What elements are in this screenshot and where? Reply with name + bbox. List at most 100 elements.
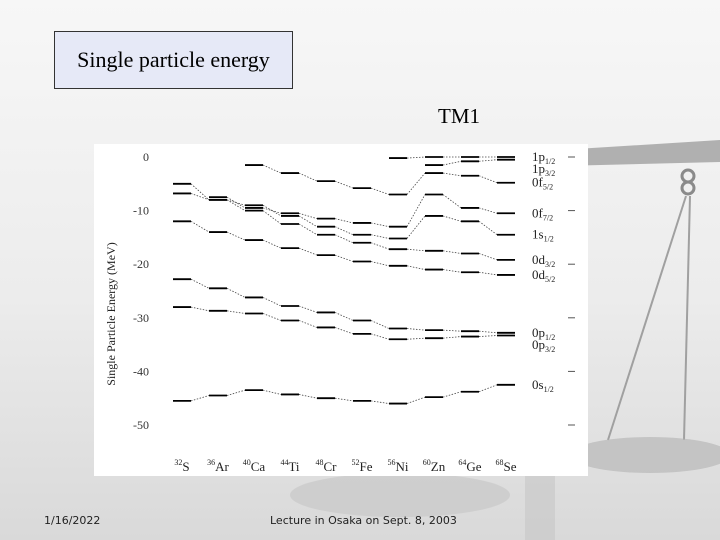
level-connector [190, 220, 210, 233]
level-connector [226, 287, 246, 298]
series-0p3-2 [173, 306, 515, 341]
level-connector [442, 160, 462, 166]
level-connector [334, 327, 354, 335]
level-connector [406, 172, 426, 195]
level-connector [298, 215, 318, 228]
level-connector [334, 312, 354, 321]
level-connector [334, 180, 354, 189]
orbital-label: 0p3/2 [532, 337, 555, 354]
level-connector [262, 297, 282, 307]
y-tick-label: -30 [133, 311, 149, 325]
orbital-label: 0d5/2 [532, 267, 555, 284]
level-connector [406, 194, 426, 227]
single-particle-energy-chart: 0 -10 -20 -30 -40 -50 Single Particle Energy (… [104, 149, 575, 474]
y-tick-label: -10 [133, 204, 149, 218]
level-connector [442, 194, 462, 209]
level-connector [442, 215, 462, 222]
level-connector [298, 223, 318, 236]
slide-title: Single particle energy [54, 31, 293, 89]
y-tick-label: -50 [133, 418, 149, 432]
x-tick-label: 64Ge [458, 458, 481, 474]
level-connector [262, 313, 282, 321]
x-tick-label: 32S [174, 458, 189, 474]
x-tick-label: 40Ca [243, 458, 266, 474]
level-connector [370, 187, 390, 195]
y-tick-label: -40 [133, 364, 149, 378]
orbital-label: 0d3/2 [532, 252, 555, 269]
level-connector [478, 330, 498, 334]
y-axis-label: Single Particle Energy (MeV) [104, 242, 118, 385]
level-connector [334, 254, 354, 262]
level-connector [190, 278, 210, 289]
level-connector [298, 247, 318, 256]
level-connector [370, 333, 390, 340]
level-connector [442, 329, 462, 332]
level-connector [406, 396, 426, 404]
orbital-label: 0f5/2 [532, 175, 553, 192]
level-connector [406, 328, 426, 331]
y-tick-label: -20 [133, 257, 149, 271]
x-tick-label: 48Cr [316, 458, 338, 474]
level-connector [478, 253, 498, 261]
slide-footer: Lecture in Osaka on Sept. 8, 2003 [270, 514, 457, 527]
series-1s1-2 [173, 182, 515, 240]
level-connector [370, 222, 390, 228]
level-connector [478, 159, 498, 162]
level-connector [262, 239, 282, 249]
level-connector [370, 400, 390, 404]
level-connector [370, 261, 390, 267]
x-tick-label: 36Ar [207, 458, 229, 474]
orbital-label: 1p1/2 [532, 149, 555, 166]
level-connector [442, 172, 462, 177]
level-connector [298, 394, 318, 399]
level-connector [406, 215, 426, 239]
level-connector [298, 305, 318, 313]
level-connector [334, 226, 354, 236]
level-connector [478, 384, 498, 393]
level-connector [334, 397, 354, 402]
level-connector [478, 207, 498, 214]
level-connector [262, 204, 282, 217]
series-0f5-2 [245, 164, 515, 196]
level-connector [406, 337, 426, 340]
series-1p3-2 [425, 158, 515, 166]
level-connector [370, 320, 390, 329]
orbital-label: 0s1/2 [532, 377, 554, 394]
level-connector [442, 336, 462, 339]
x-tick-label: 60Zn [423, 458, 446, 474]
level-connector [226, 310, 246, 314]
series-0s1-2 [173, 383, 515, 405]
orbital-label: 1p3/2 [532, 161, 555, 178]
level-connector [442, 250, 462, 254]
level-connector [334, 218, 354, 224]
level-connector [190, 306, 210, 312]
level-connector [262, 389, 282, 395]
level-connector [370, 234, 390, 239]
level-connector [478, 220, 498, 236]
level-connector [406, 248, 426, 252]
level-connector [334, 234, 354, 244]
series-1p1-2 [389, 156, 515, 159]
level-connector [226, 199, 246, 206]
series-0f7-2 [209, 193, 515, 228]
level-connector [406, 265, 426, 270]
x-tick-label: 56Ni [388, 458, 409, 474]
level-connector [478, 175, 498, 184]
series-0d3-2 [173, 192, 515, 261]
x-tick-label: 52Fe [352, 458, 373, 474]
level-connector [262, 210, 282, 225]
level-connector [226, 231, 246, 241]
level-connector [298, 320, 318, 328]
series-0d5-2 [173, 220, 515, 276]
level-connector [298, 172, 318, 182]
level-connector [370, 242, 390, 250]
level-connector [190, 183, 210, 201]
level-connector [226, 389, 246, 396]
series-0p1-2 [173, 278, 515, 334]
orbital-label: 0f7/2 [532, 205, 553, 222]
plot-panel: 0 -10 -20 -30 -40 -50 Single Particle Energy (… [94, 144, 588, 476]
level-connector [262, 164, 282, 174]
model-label: TM1 [438, 104, 480, 128]
level-connector [406, 156, 426, 159]
orbital-label: 0p1/2 [532, 325, 555, 342]
